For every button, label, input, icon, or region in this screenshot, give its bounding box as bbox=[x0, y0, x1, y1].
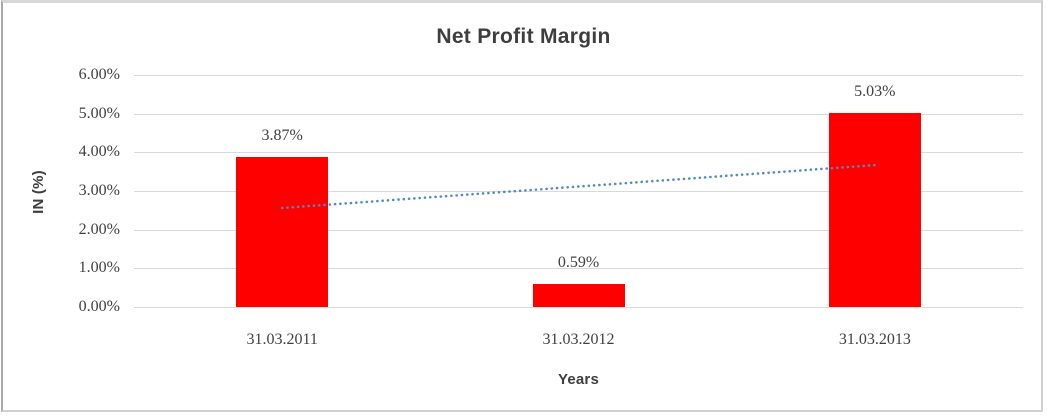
x-category-label: 31.03.2013 bbox=[838, 331, 911, 348]
bar bbox=[532, 284, 625, 307]
gridline bbox=[134, 113, 1023, 115]
data-label: 0.59% bbox=[557, 254, 600, 272]
gridline bbox=[134, 267, 1023, 269]
y-tick-label: 4.00% bbox=[78, 143, 120, 161]
y-tick-label: 3.00% bbox=[78, 182, 120, 199]
y-tick-label: 5.00% bbox=[78, 104, 120, 122]
y-tick-label: 1.00% bbox=[78, 259, 120, 277]
y-tick-label: 2.00% bbox=[78, 220, 120, 238]
gridline bbox=[134, 306, 1023, 308]
y-tick-label: 0.00% bbox=[78, 298, 120, 315]
chart-title: Net Profit Margin bbox=[436, 25, 611, 48]
y-tick-label: 6.00% bbox=[78, 66, 120, 83]
data-label: 3.87% bbox=[261, 127, 303, 145]
gridline bbox=[134, 74, 1023, 76]
gridline bbox=[134, 229, 1023, 231]
y-axis-title: IN (%) bbox=[30, 170, 47, 214]
x-category-label: 31.03.2012 bbox=[542, 331, 615, 348]
gridline bbox=[134, 151, 1023, 153]
data-label: 5.03% bbox=[854, 82, 896, 100]
x-category-label: 31.03.2011 bbox=[246, 331, 318, 348]
bar bbox=[236, 157, 329, 307]
bar bbox=[828, 112, 921, 307]
x-axis-title: Years bbox=[557, 371, 600, 388]
